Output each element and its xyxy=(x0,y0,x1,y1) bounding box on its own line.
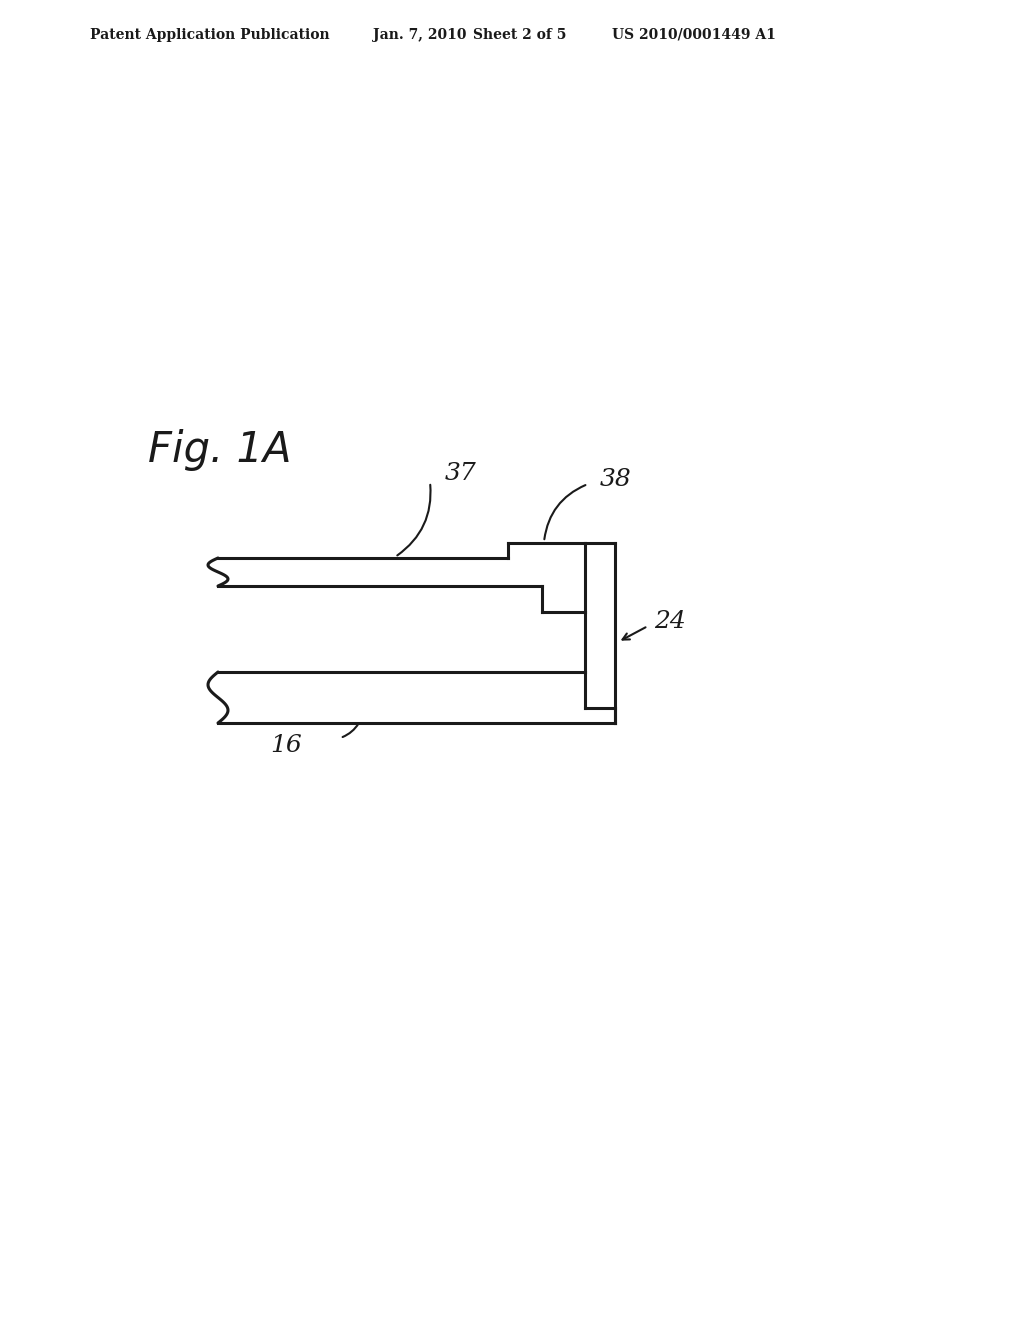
Text: Patent Application Publication: Patent Application Publication xyxy=(90,28,330,42)
Text: Fig. 1A: Fig. 1A xyxy=(148,429,292,471)
Text: 24: 24 xyxy=(654,610,686,634)
Text: 37: 37 xyxy=(445,462,477,486)
Text: Jan. 7, 2010: Jan. 7, 2010 xyxy=(373,28,467,42)
Text: 16: 16 xyxy=(270,734,302,758)
Text: 38: 38 xyxy=(600,467,632,491)
Text: Sheet 2 of 5: Sheet 2 of 5 xyxy=(473,28,566,42)
Text: US 2010/0001449 A1: US 2010/0001449 A1 xyxy=(612,28,776,42)
